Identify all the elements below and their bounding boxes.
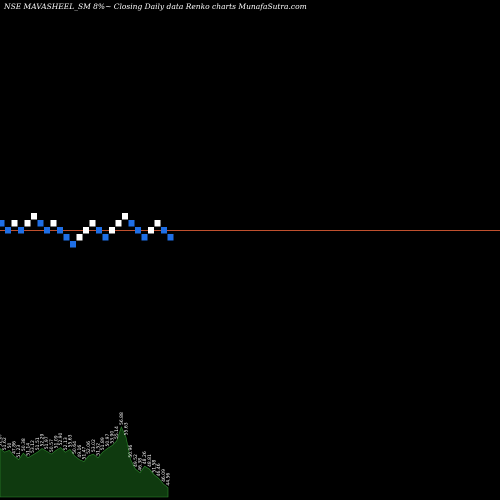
renko-brick xyxy=(154,220,161,227)
volume-label: 50 xyxy=(7,442,13,448)
volume-label: 50.57 xyxy=(49,439,55,452)
renko-brick xyxy=(148,227,154,234)
renko-brick xyxy=(50,220,57,227)
volume-label: 50.38 xyxy=(21,438,27,451)
renko-brick xyxy=(37,220,44,227)
renko-bricks xyxy=(0,213,174,248)
volume-label: 52.13 xyxy=(63,437,69,450)
volume-label: 51.09 xyxy=(54,435,60,448)
renko-brick xyxy=(83,227,89,234)
renko-brick xyxy=(161,227,167,234)
renko-brick xyxy=(128,220,135,227)
renko-brick xyxy=(18,227,24,234)
volume-label: 46.38 xyxy=(138,458,144,471)
renko-brick xyxy=(89,220,96,227)
renko-brick xyxy=(44,227,50,234)
volume-label: 51.62 xyxy=(2,437,8,450)
volume-label: 48.81 xyxy=(147,454,153,467)
chart-title: NSE MAVASHEEL_SM 8%~ Closing Daily data … xyxy=(3,2,307,11)
volume-label: 52.29 xyxy=(40,433,46,446)
volume-label: 55.63 xyxy=(124,422,130,435)
volume-label: 51.51 xyxy=(35,437,41,450)
renko-brick xyxy=(167,234,174,241)
volume-label: 51.23 xyxy=(16,445,22,458)
volume-label: 47.86 xyxy=(12,441,18,454)
renko-brick xyxy=(57,227,63,234)
renko-brick xyxy=(135,227,141,234)
volume-label: 55.63 xyxy=(68,434,74,447)
volume-label: 53.90 xyxy=(110,431,116,444)
volume-label: 52.67 xyxy=(0,433,4,446)
volume-label: 51.58 xyxy=(152,460,158,473)
renko-brick xyxy=(31,213,37,220)
renko-brick xyxy=(96,227,102,234)
volume-area xyxy=(0,426,169,498)
renko-brick xyxy=(102,234,109,241)
renko-brick xyxy=(141,234,148,241)
renko-brick xyxy=(24,220,31,227)
renko-brick xyxy=(63,234,70,241)
renko-brick xyxy=(70,241,76,248)
volume-label: 46.09 xyxy=(161,469,167,482)
renko-brick xyxy=(11,220,18,227)
volume-label: 50.64 xyxy=(72,441,78,454)
volume-label: 44.56 xyxy=(166,473,172,486)
volume-label: 49.52 xyxy=(133,454,139,467)
renko-brick xyxy=(122,213,128,220)
renko-brick xyxy=(76,234,83,241)
volume-label: 51.97 xyxy=(44,436,50,449)
volume-label: 49.16 xyxy=(77,445,83,458)
volume-label: 48.26 xyxy=(142,451,148,464)
renko-brick xyxy=(5,227,11,234)
volume-label: 55.14 xyxy=(114,426,120,439)
volume-label: 56.88 xyxy=(119,412,125,425)
volume-label: 52.06 xyxy=(86,441,92,454)
volume-label: 52.90 xyxy=(58,433,64,446)
volume-label: 51.14 xyxy=(26,443,32,456)
volume-label: 53.02 xyxy=(91,439,97,452)
volume-label: 50.96 xyxy=(128,445,134,458)
volume-label: 46.46 xyxy=(156,463,162,476)
renko-brick xyxy=(115,220,122,227)
renko-brick xyxy=(0,220,5,227)
renko-brick xyxy=(109,227,115,234)
volume-label: 51.47 xyxy=(82,447,88,460)
volume-label: 50.97 xyxy=(105,433,111,446)
volume-label: 53.12 xyxy=(30,440,36,453)
volume-label: 51.52 xyxy=(96,443,102,456)
volume-label: 51.89 xyxy=(100,437,106,450)
